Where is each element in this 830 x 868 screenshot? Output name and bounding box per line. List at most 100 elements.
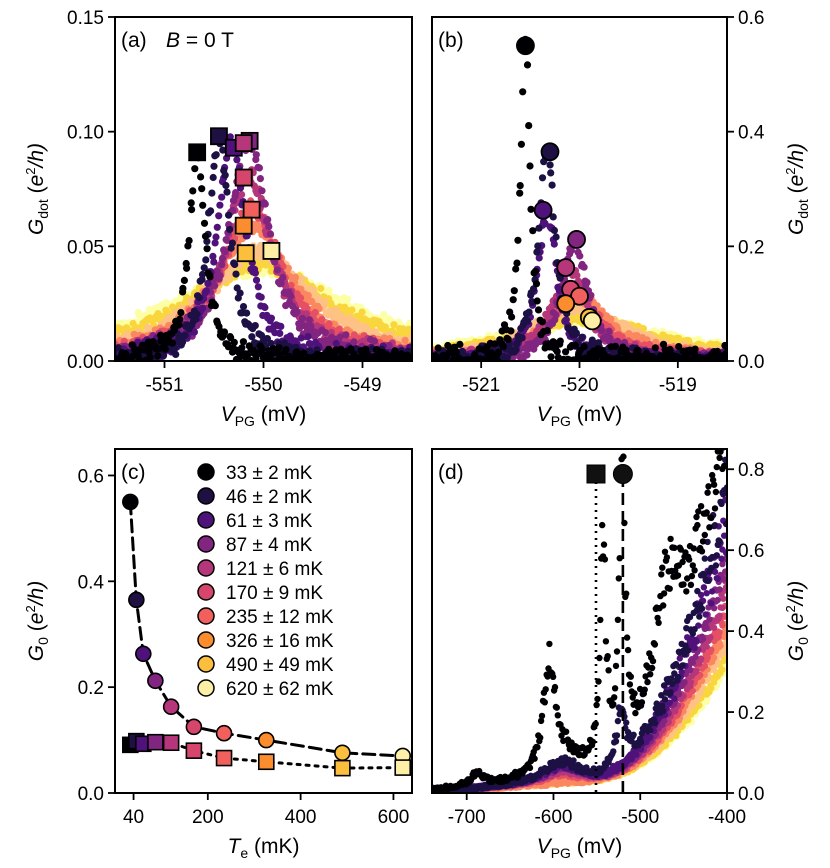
data-point xyxy=(414,349,421,356)
data-point xyxy=(552,233,560,241)
data-point xyxy=(525,308,533,316)
data-point xyxy=(731,356,738,363)
data-point xyxy=(102,340,109,347)
data-point xyxy=(103,330,110,337)
data-point xyxy=(108,334,115,341)
data-point xyxy=(199,304,207,312)
data-point xyxy=(424,352,431,359)
data-point xyxy=(197,173,205,181)
data-point xyxy=(421,349,428,356)
data-point xyxy=(211,282,219,290)
data-point xyxy=(730,356,737,363)
data-point xyxy=(416,351,423,358)
data-point xyxy=(412,346,419,353)
data-point xyxy=(587,291,595,299)
data-point xyxy=(420,354,427,361)
data-point xyxy=(424,354,431,361)
data-point xyxy=(267,314,275,322)
data-point xyxy=(413,334,420,341)
data-point xyxy=(547,169,555,177)
data-point xyxy=(107,331,114,338)
data-point xyxy=(728,356,735,363)
data-point xyxy=(102,344,109,351)
data-point xyxy=(106,353,113,360)
data-point xyxy=(424,356,431,363)
data-point xyxy=(332,339,340,348)
data-point xyxy=(535,254,543,262)
data-point xyxy=(414,348,421,355)
data-point xyxy=(417,346,424,353)
data-point xyxy=(228,239,236,247)
data-point xyxy=(503,354,511,361)
data-point xyxy=(523,351,531,359)
data-point xyxy=(107,349,114,356)
data-point xyxy=(168,339,176,347)
data-point xyxy=(413,357,420,364)
data-point xyxy=(548,302,556,311)
data-point xyxy=(418,356,425,363)
data-point xyxy=(415,354,422,361)
data-point xyxy=(417,351,424,358)
data-point xyxy=(309,287,318,295)
data-point xyxy=(423,355,430,362)
data-point xyxy=(518,334,526,342)
data-point xyxy=(104,322,111,329)
data-point xyxy=(422,349,429,356)
data-point xyxy=(220,328,229,336)
data-point xyxy=(230,338,238,346)
data-point xyxy=(524,317,532,325)
data-point xyxy=(583,278,591,286)
data-point xyxy=(412,348,419,355)
data-point xyxy=(198,270,207,279)
data-point xyxy=(231,260,239,269)
data-point xyxy=(203,245,211,253)
data-point xyxy=(176,315,184,323)
data-point xyxy=(415,354,422,361)
data-point xyxy=(303,304,311,312)
data-point xyxy=(419,356,426,363)
data-point xyxy=(307,322,315,330)
data-point xyxy=(415,357,422,364)
data-point xyxy=(416,339,423,346)
data-point xyxy=(418,344,425,351)
data-point xyxy=(729,349,736,356)
data-point xyxy=(424,347,431,354)
data-point xyxy=(208,189,216,197)
data-point xyxy=(257,293,265,301)
data-point xyxy=(562,316,570,324)
data-point xyxy=(412,356,419,363)
data-point xyxy=(221,248,229,256)
data-point xyxy=(552,311,560,319)
data-point xyxy=(115,344,122,352)
data-point xyxy=(413,356,420,363)
data-point xyxy=(216,201,224,209)
data-point xyxy=(421,354,428,361)
data-point xyxy=(417,357,424,364)
series-group-b xyxy=(418,35,738,364)
data-point xyxy=(106,354,113,361)
data-point xyxy=(420,351,427,358)
data-point xyxy=(728,350,735,357)
data-point xyxy=(101,336,108,343)
data-point xyxy=(317,284,325,293)
data-point xyxy=(239,338,247,346)
data-point xyxy=(298,275,306,283)
data-point xyxy=(104,340,111,347)
data-point xyxy=(412,332,419,339)
data-point xyxy=(248,333,256,341)
data-point xyxy=(422,346,429,353)
data-point xyxy=(102,339,109,346)
data-point xyxy=(406,319,412,327)
data-point xyxy=(418,356,425,363)
data-point xyxy=(106,349,113,356)
data-point xyxy=(279,273,287,282)
data-point xyxy=(420,350,427,357)
data-point xyxy=(263,335,271,343)
data-point xyxy=(273,266,281,274)
data-point xyxy=(282,346,290,354)
data-point xyxy=(416,340,423,347)
data-point xyxy=(419,340,426,347)
data-point xyxy=(420,357,427,364)
data-point xyxy=(422,353,429,360)
data-point xyxy=(567,246,576,255)
